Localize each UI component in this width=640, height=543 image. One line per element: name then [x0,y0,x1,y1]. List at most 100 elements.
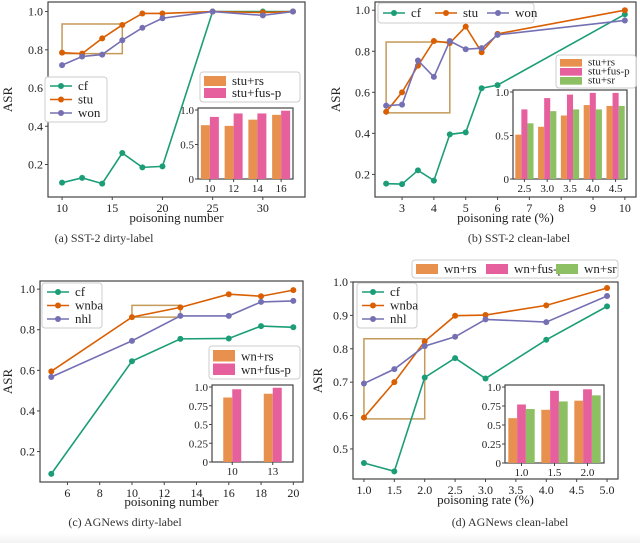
caption-a: (a) SST-2 dirty-label [54,231,154,245]
inset-legend-label-wn+rs: wn+rs [444,261,477,276]
data-point-won [119,37,126,44]
inset-bar-stu+rs [538,126,545,179]
legend-marker-nhl [55,316,61,322]
inset-y-tick-label: 1.0 [495,87,509,99]
legend-marker-stu [58,96,64,103]
inset-y-tick-label: 0.5 [180,140,194,152]
data-point-cf [478,85,485,92]
inset-x-tick-label: 3.0 [540,183,554,195]
data-point-nhl [421,343,428,350]
x-tick-label: 16 [223,486,235,500]
inset-bar-stu+fus-p [566,94,574,179]
data-point-cf [391,468,398,475]
x-tick-label: 4.5 [569,483,584,497]
data-point-stu [139,10,146,17]
x-tick-label: 3 [399,201,405,215]
y-tick-label: 0.8 [20,323,35,337]
inset-x-tick-label: 4.0 [586,183,600,195]
data-point-cf [421,374,428,381]
chart-d: 1.0 1.5 2.0 2.5 3.0 3.5 4.0 4.5 5.0 0.5 0.6 0.7 0.8 0… [310,259,619,507]
x-tick-label: 3.5 [508,483,523,497]
inset-x-tick-label: 10 [204,183,216,195]
y-tick-label: 0.7 [333,375,348,389]
data-point-wnba [177,304,184,311]
inset-bar-wn+fus-p [272,387,282,462]
data-point-nhl [360,380,367,387]
legend-marker-wnba [55,302,61,309]
legend-label-stu: stu [463,5,479,20]
inset-bar-stu+sr [618,105,625,179]
data-point-won [430,73,437,80]
inset-legend-label-wn+fus-p: wn+fus-p [514,261,564,276]
x-tick-label: 6 [64,486,70,500]
data-point-cf [446,131,453,138]
data-point-cf [414,167,421,174]
data-point-stu [383,108,390,115]
inset-bar-wn+rs [541,409,551,463]
inset-bar-stu+fus-p [589,92,596,179]
y-axis-label: ASR [0,369,15,395]
legend-label-cf: cf [75,284,86,299]
data-point-won [259,12,266,19]
inset-legend-label-stu+rs: stu+rs [232,73,264,88]
x-tick-label: 25 [207,201,219,215]
inset-legend-label-stu+fus-p: stu+fus-p [232,85,281,100]
data-point-nhl [177,312,184,319]
inset-bar-wn+fus-p [550,390,559,463]
inset-bar-wn+rs [508,418,518,463]
inset-legend-label-wn+sr: wn+sr [584,261,617,276]
inset-y-tick-label: 1.0 [194,382,208,394]
inset-y-tick-label: 0 [189,174,195,186]
legend-marker-won [495,10,501,16]
data-point-cf [360,459,367,466]
inset-x-tick-label: 16 [276,183,288,195]
x-tick-label: 2.0 [417,483,432,497]
inset-y-tick-label: 1.0 [487,382,501,394]
data-point-stu [621,7,628,14]
data-point-cf [48,470,55,477]
data-point-wnba [225,291,232,298]
y-tick-label: 1.0 [355,3,370,17]
data-point-won [399,101,406,108]
inset-y-tick-label: 0.25 [189,438,209,450]
x-tick-label: 1.0 [356,483,371,497]
y-axis-label: ASR [310,368,325,394]
y-tick-label: 0.4 [20,404,35,418]
inset-legend-swatch-stu+rs [204,76,226,86]
inset-x-tick-label: 4.5 [609,183,623,195]
y-tick-label: 0.2 [355,167,370,181]
inset-y-tick-label: 0.5 [495,131,509,143]
data-point-cf [159,163,166,170]
inset-y-tick-label: 0.75 [189,401,209,413]
data-point-nhl [543,319,550,326]
legend-marker-cf [370,289,376,295]
data-point-cf [128,358,135,365]
data-point-stu [59,49,66,56]
data-point-stu [430,38,437,44]
data-point-cf [119,150,126,157]
inset-bar-stu+fus-p [209,116,219,179]
y-tick-label: 0.5 [333,442,348,456]
inset-bar-wn+sr [558,401,568,463]
zoom-region-box [385,41,451,114]
data-point-nhl [452,333,459,340]
data-point-cf [430,177,437,184]
data-point-wnba [452,312,459,319]
data-point-nhl [604,293,611,300]
chart-a: 10 15 20 25 30 0.2 0.4 0.6 0.8 1.0 poisoning numbe… [0,1,306,225]
data-point-cf [290,324,297,331]
x-tick-label: 7 [526,201,532,215]
inset-legend-label-stu+sr: stu+sr [588,75,615,87]
inset-bar-stu+fus-p [233,113,243,179]
inset-legend-label-wn+fus-p: wn+fus-p [241,362,291,377]
y-tick-label: 0.4 [355,126,370,140]
data-point-wnba [258,293,265,300]
data-point-won [99,51,106,58]
inset-bar-wn+sr [525,409,535,463]
data-point-cf [59,179,66,186]
inset-y-tick-label: 0 [203,457,209,469]
y-tick-label: 1.0 [28,5,43,19]
x-tick-label: 30 [257,201,269,215]
data-point-won [209,8,216,15]
data-point-won [383,102,390,109]
